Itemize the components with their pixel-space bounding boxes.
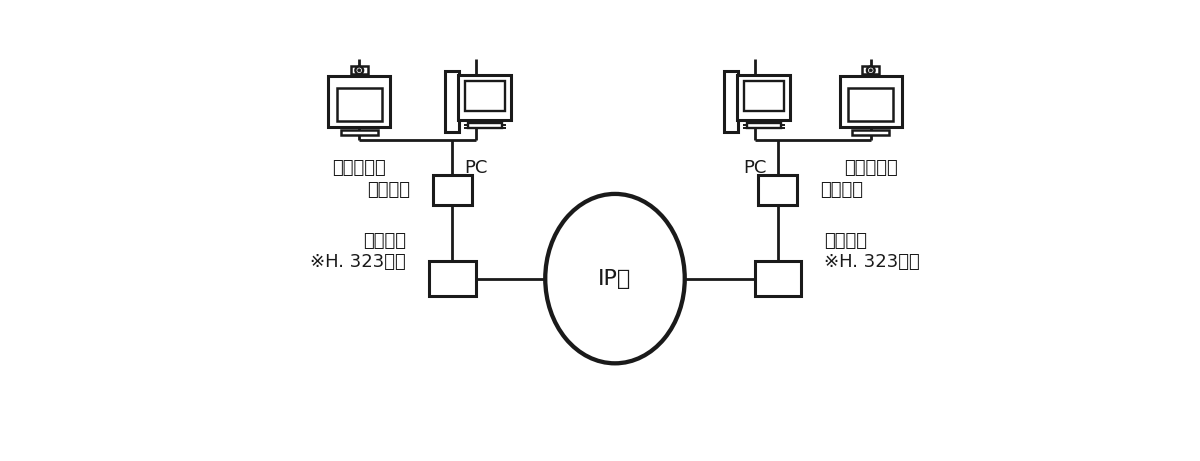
Bar <box>329 77 390 127</box>
Bar <box>468 123 502 128</box>
Circle shape <box>866 66 875 74</box>
Text: ルーター
※H. 323対応: ルーター ※H. 323対応 <box>824 232 920 271</box>
Bar <box>746 123 781 128</box>
Bar <box>852 130 889 135</box>
Bar <box>848 88 893 121</box>
Bar <box>755 261 802 296</box>
Text: テレビ会議: テレビ会議 <box>844 159 898 177</box>
Bar <box>445 71 460 132</box>
Bar <box>466 81 504 111</box>
Circle shape <box>358 69 361 72</box>
Bar <box>738 75 790 120</box>
Bar <box>341 130 378 135</box>
Bar <box>430 261 475 296</box>
Bar <box>458 75 511 120</box>
Text: IP網: IP網 <box>599 269 631 289</box>
Circle shape <box>869 69 872 72</box>
Ellipse shape <box>545 194 685 363</box>
Bar <box>863 66 880 74</box>
Bar <box>433 176 472 205</box>
Bar <box>337 88 382 121</box>
Bar <box>744 81 784 111</box>
Text: テレビ会議: テレビ会議 <box>332 159 386 177</box>
Text: スイッチ: スイッチ <box>367 181 409 199</box>
Circle shape <box>355 66 364 74</box>
Bar <box>758 176 797 205</box>
Bar <box>725 71 738 132</box>
Text: PC: PC <box>464 159 487 177</box>
Text: PC: PC <box>743 159 766 177</box>
Text: ルーター
※H. 323対応: ルーター ※H. 323対応 <box>310 232 406 271</box>
Bar <box>350 66 367 74</box>
Bar <box>840 77 901 127</box>
Text: スイッチ: スイッチ <box>821 181 863 199</box>
